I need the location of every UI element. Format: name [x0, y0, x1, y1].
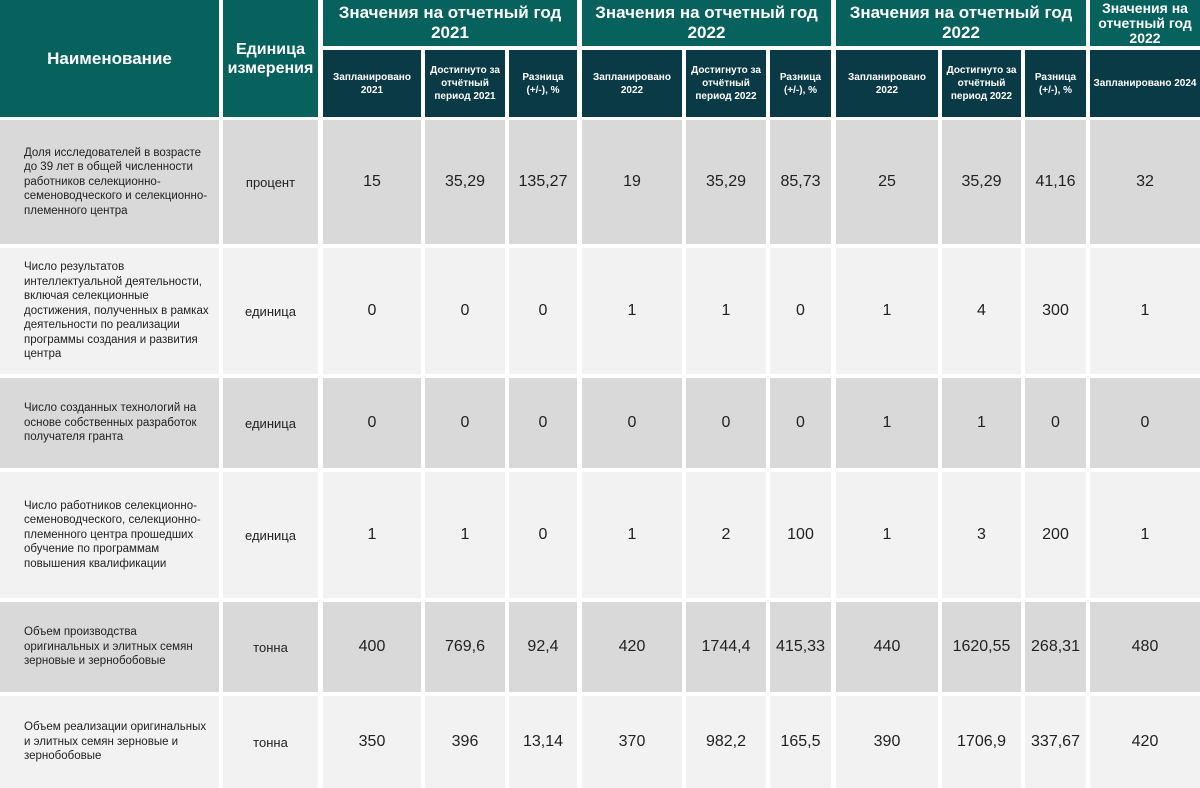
row-value: 420: [1090, 696, 1200, 788]
header-group-1: Значения на отчетный год 2021: [323, 0, 577, 46]
row-name: Объем реализации оригинальных и элитных …: [0, 696, 219, 788]
header-subcolumn: Запланировано 2021: [323, 50, 421, 117]
row-value: 1: [582, 248, 682, 374]
row-unit: единица: [223, 248, 318, 374]
row-value: 370: [582, 696, 682, 788]
row-name: Объем производства оригинальных и элитны…: [0, 602, 219, 692]
row-value: 1: [1090, 248, 1200, 374]
header-group-2: Значения на отчетный год 2022: [582, 0, 831, 46]
row-name: Число созданных технологий на основе соб…: [0, 378, 219, 468]
header-subcolumn: Запланировано 2024: [1090, 50, 1200, 117]
row-value: 85,73: [770, 120, 831, 244]
row-value: 0: [425, 378, 505, 468]
row-value: 32: [1090, 120, 1200, 244]
row-unit: единица: [223, 378, 318, 468]
row-value: 1: [836, 378, 938, 468]
row-value: 3: [942, 472, 1021, 598]
row-value: 0: [770, 248, 831, 374]
row-value: 1706,9: [942, 696, 1021, 788]
row-value: 92,4: [509, 602, 577, 692]
header-subcolumn: Запланировано 2022: [582, 50, 682, 117]
row-value: 1: [686, 248, 766, 374]
row-unit: процент: [223, 120, 318, 244]
row-value: 165,5: [770, 696, 831, 788]
row-value: 440: [836, 602, 938, 692]
row-value: 0: [509, 472, 577, 598]
row-value: 0: [509, 378, 577, 468]
row-unit: тонна: [223, 602, 318, 692]
row-value: 0: [1025, 378, 1086, 468]
row-value: 1: [582, 472, 682, 598]
row-value: 35,29: [942, 120, 1021, 244]
row-value: 769,6: [425, 602, 505, 692]
row-value: 13,14: [509, 696, 577, 788]
header-name: Наименование: [0, 0, 219, 117]
row-name: Число работников селекционно-семеноводче…: [0, 472, 219, 598]
row-value: 0: [323, 248, 421, 374]
row-value: 0: [323, 378, 421, 468]
row-value: 480: [1090, 602, 1200, 692]
row-value: 390: [836, 696, 938, 788]
header-group-3: Значения на отчетный год 2022: [836, 0, 1086, 46]
header-subcolumn: Достигнуто за отчётный период 2021: [425, 50, 505, 117]
row-value: 396: [425, 696, 505, 788]
row-unit: тонна: [223, 696, 318, 788]
row-value: 415,33: [770, 602, 831, 692]
row-value: 1: [323, 472, 421, 598]
row-value: 0: [770, 378, 831, 468]
header-subcolumn: Запланировано 2022: [836, 50, 938, 117]
row-value: 1744,4: [686, 602, 766, 692]
row-value: 1620,55: [942, 602, 1021, 692]
row-value: 350: [323, 696, 421, 788]
row-value: 0: [686, 378, 766, 468]
row-value: 0: [1090, 378, 1200, 468]
row-value: 25: [836, 120, 938, 244]
row-value: 1: [1090, 472, 1200, 598]
row-value: 420: [582, 602, 682, 692]
row-value: 41,16: [1025, 120, 1086, 244]
row-value: 35,29: [425, 120, 505, 244]
row-value: 0: [582, 378, 682, 468]
row-value: 4: [942, 248, 1021, 374]
row-name: Доля исследователей в возрасте до 39 лет…: [0, 120, 219, 244]
row-value: 0: [425, 248, 505, 374]
header-subcolumn: Достигнуто за отчётный период 2022: [942, 50, 1021, 117]
row-value: 1: [836, 472, 938, 598]
header-subcolumn: Разница (+/-), %: [509, 50, 577, 117]
row-value: 0: [509, 248, 577, 374]
header-subcolumn: Разница (+/-), %: [1025, 50, 1086, 117]
row-value: 1: [836, 248, 938, 374]
header-group-4: Значения на отчетный год 2022: [1090, 0, 1200, 46]
row-value: 35,29: [686, 120, 766, 244]
row-value: 268,31: [1025, 602, 1086, 692]
row-value: 100: [770, 472, 831, 598]
row-value: 200: [1025, 472, 1086, 598]
row-value: 15: [323, 120, 421, 244]
row-name: Число результатов интеллектуальной деяте…: [0, 248, 219, 374]
row-value: 1: [942, 378, 1021, 468]
header-subcolumn: Разница (+/-), %: [770, 50, 831, 117]
row-unit: единица: [223, 472, 318, 598]
row-value: 300: [1025, 248, 1086, 374]
row-value: 2: [686, 472, 766, 598]
header-unit: Единица измерения: [223, 0, 318, 117]
row-value: 337,67: [1025, 696, 1086, 788]
row-value: 1: [425, 472, 505, 598]
row-value: 982,2: [686, 696, 766, 788]
header-subcolumn: Достигнуто за отчётный период 2022: [686, 50, 766, 117]
row-value: 19: [582, 120, 682, 244]
row-value: 135,27: [509, 120, 577, 244]
row-value: 400: [323, 602, 421, 692]
